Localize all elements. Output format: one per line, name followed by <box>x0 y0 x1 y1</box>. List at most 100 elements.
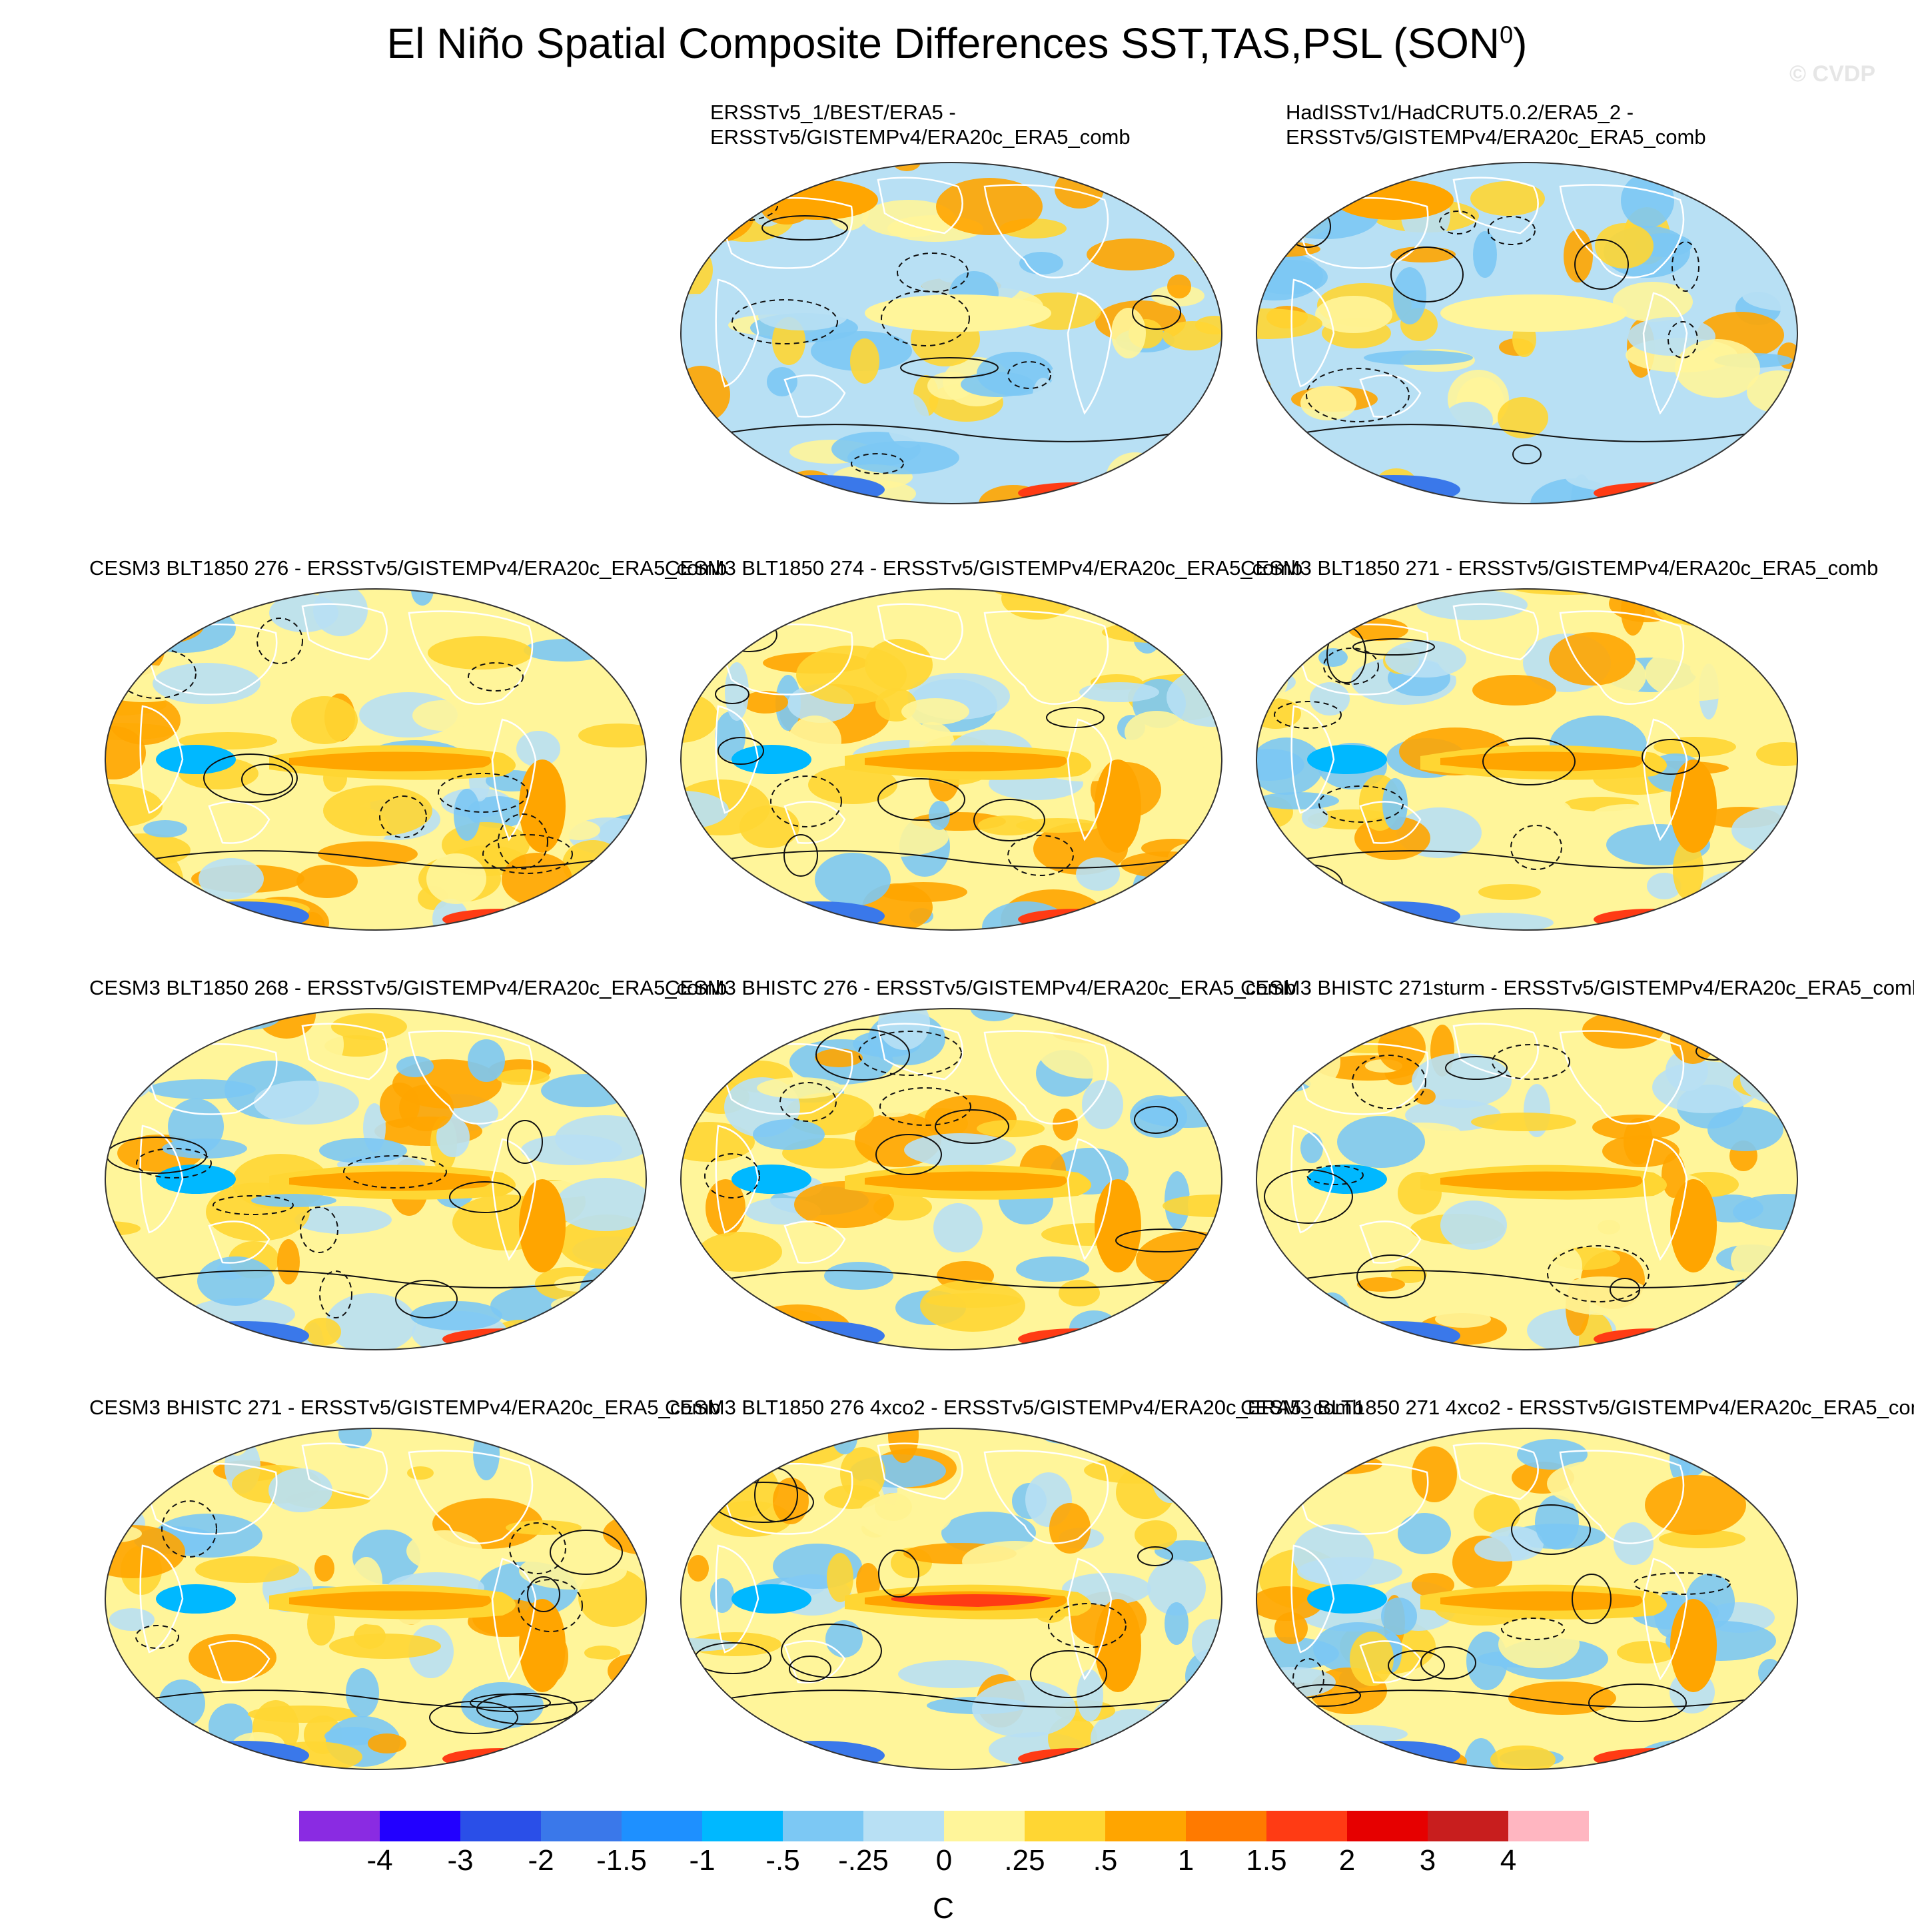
anomaly-patch <box>1151 1447 1189 1503</box>
anomaly-patch <box>526 1335 616 1350</box>
map-border <box>105 588 647 931</box>
anomaly-patch <box>681 881 737 913</box>
continent-outline <box>1642 292 1688 415</box>
anomaly-patch <box>1695 871 1783 928</box>
psl-contour <box>1482 737 1576 785</box>
anomaly-patch <box>767 367 797 396</box>
anomaly-patch <box>1016 1256 1089 1282</box>
panel-title: CESM3 BLT1850 268 - ERSSTv5/GISTEMPv4/ER… <box>89 975 727 1000</box>
panel-title-line: CESM3 BHISTC 271 - ERSSTv5/GISTEMPv4/ERA… <box>89 1396 721 1419</box>
colorbar-tick-label: 3 <box>1419 1844 1436 1877</box>
anomaly-patch <box>1147 1560 1206 1616</box>
colorbar-swatch <box>702 1811 783 1841</box>
anomaly-patch <box>584 1646 620 1660</box>
anomaly-patch <box>1725 1009 1797 1019</box>
anomaly-patch <box>815 853 891 906</box>
psl-contour <box>1134 1106 1178 1134</box>
anomaly-patch <box>1079 682 1159 702</box>
anomaly-patch <box>1473 231 1497 278</box>
anomaly-patch <box>1256 1492 1277 1530</box>
anomaly-patch <box>681 1009 771 1035</box>
anomaly-patch <box>519 1552 627 1590</box>
anomaly-patch <box>1177 1018 1222 1069</box>
anomaly-patch <box>1033 378 1054 415</box>
anomaly-patch <box>824 1485 880 1509</box>
psl-contour <box>203 753 298 803</box>
el-nino-core <box>1440 751 1643 771</box>
anomaly-patch <box>1490 1745 1556 1769</box>
anomaly-patch <box>681 1291 706 1326</box>
anomaly-patch <box>162 1139 247 1159</box>
anomaly-patch <box>1069 1310 1119 1346</box>
psl-contour <box>482 834 573 874</box>
tropical-pacific-anomaly <box>1440 294 1627 332</box>
map-border <box>1256 1008 1798 1350</box>
anomaly-patch <box>1263 163 1374 193</box>
anomaly-patch <box>1059 1280 1100 1306</box>
warm-pool-cool-anomaly <box>1307 1165 1387 1194</box>
anomaly-patch <box>1278 1296 1298 1342</box>
continent-outline <box>715 1544 759 1654</box>
anomaly-patch <box>468 1039 505 1082</box>
anomaly-patch <box>1470 181 1545 216</box>
anomaly-patch <box>579 1268 619 1326</box>
continent-outline <box>491 718 537 841</box>
panel-title-line: CESM3 BLT1850 268 - ERSSTv5/GISTEMPv4/ER… <box>89 976 727 999</box>
psl-contour <box>1272 864 1343 905</box>
anomaly-patch <box>152 857 184 915</box>
anomaly-patch <box>686 906 777 925</box>
anomaly-patch <box>412 700 472 731</box>
anomaly-patch <box>1016 818 1100 833</box>
psl-contour <box>379 795 427 838</box>
anomaly-patch <box>1662 1153 1685 1198</box>
panel-title-line: CESM3 BLT1850 271 4xco2 - ERSSTv5/GISTEM… <box>1240 1396 1914 1419</box>
anomaly-patch <box>888 1428 919 1463</box>
anomaly-patch <box>1709 1743 1767 1769</box>
psl-contour <box>527 1576 560 1612</box>
anomaly-patch <box>1076 857 1120 891</box>
anomaly-patch <box>1152 589 1222 622</box>
el-nino-core <box>1440 1171 1643 1191</box>
psl-contour <box>1007 361 1051 389</box>
anomaly-patch <box>796 646 907 704</box>
anomaly-patch <box>602 602 646 629</box>
anomaly-patch <box>197 1256 274 1306</box>
panel-title-line: CESM3 BHISTC 271sturm - ERSSTv5/GISTEMPv… <box>1240 976 1914 999</box>
psl-contour <box>1274 701 1342 729</box>
anomaly-patch <box>850 338 879 384</box>
antarctic-warm-anomaly <box>1018 1328 1138 1350</box>
psl-contour <box>935 1109 1009 1144</box>
anomaly-patch <box>105 1039 157 1099</box>
anomaly-patch <box>684 177 785 204</box>
continent-outline <box>1642 718 1688 841</box>
anomaly-patch <box>1474 1536 1532 1562</box>
anomaly-patch <box>1464 1738 1498 1769</box>
anomaly-patch <box>314 1555 334 1582</box>
psl-contour <box>815 1029 910 1081</box>
anomaly-patch <box>1670 1015 1715 1064</box>
anomaly-patch <box>718 1428 767 1463</box>
watermark: © CVDP <box>1789 61 1875 87</box>
anomaly-patch <box>318 841 418 867</box>
anomaly-patch <box>1690 901 1761 916</box>
anomaly-patch <box>1294 1035 1340 1088</box>
anomaly-patch <box>686 185 755 242</box>
anomaly-patch <box>1102 163 1207 193</box>
psl-contour <box>1634 1572 1731 1595</box>
colorbar-tick-label: -1.5 <box>596 1844 647 1877</box>
anomaly-patch <box>1256 611 1354 636</box>
continent-outline <box>783 374 846 418</box>
anomaly-patch <box>1613 282 1693 322</box>
continent-outline <box>1559 1450 1685 1544</box>
colorbar-swatch <box>944 1811 1025 1841</box>
anomaly-patch <box>1498 397 1548 438</box>
warm-pool-cool-anomaly <box>156 1165 236 1194</box>
anomaly-patch <box>1077 163 1112 176</box>
anomaly-patch <box>1302 806 1328 829</box>
anomaly-patch <box>454 789 480 841</box>
continent-outline <box>1452 603 1539 661</box>
anomaly-patch <box>1310 682 1350 716</box>
psl-contour <box>509 1522 566 1574</box>
map-panel: CESM3 BLT1850 271 4xco2 - ERSSTv5/GISTEM… <box>1240 1386 1914 1799</box>
psl-contour <box>1420 1646 1476 1680</box>
